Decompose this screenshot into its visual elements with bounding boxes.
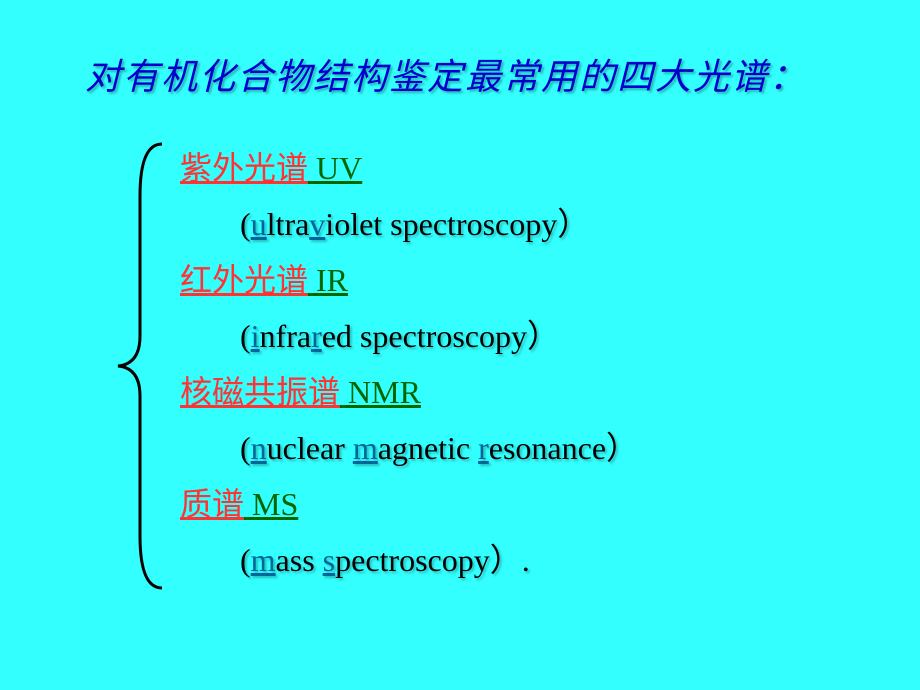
brace-icon	[110, 136, 170, 596]
paren-close: ）	[557, 206, 589, 242]
text-part: iolet spectroscopy	[325, 206, 557, 242]
slide-title: 对有机化合物结构鉴定最常用的四大光谱：	[85, 48, 807, 100]
item-uv-title[interactable]: 紫外光谱 UV	[180, 140, 638, 196]
paren-close: ）	[527, 318, 559, 354]
paren-close: ）	[606, 430, 638, 466]
paren-open: (	[240, 206, 251, 242]
ms-abbr: MS	[244, 486, 298, 522]
item-nmr-title[interactable]: 核磁共振谱 NMR	[180, 364, 638, 420]
hl-letter: u	[251, 206, 267, 242]
item-uv-full: (ultraviolet spectroscopy）	[180, 196, 638, 252]
text-part: nfra	[260, 318, 312, 354]
nmr-abbr: NMR	[340, 374, 421, 410]
text-part: agnetic	[378, 430, 478, 466]
uv-abbr: UV	[308, 150, 362, 186]
paren-close: ）.	[490, 542, 530, 578]
hl-letter: m	[251, 542, 276, 578]
ir-cn: 红外光谱	[180, 262, 308, 298]
hl-letter: r	[311, 318, 322, 354]
item-ir-full: (infrared spectroscopy）	[180, 308, 638, 364]
text-part: uclear	[267, 430, 353, 466]
spectroscopy-list: 紫外光谱 UV (ultraviolet spectroscopy） 红外光谱 …	[180, 140, 638, 588]
hl-letter: m	[353, 430, 378, 466]
nmr-cn: 核磁共振谱	[180, 374, 340, 410]
uv-cn: 紫外光谱	[180, 150, 308, 186]
text-part: ed spectroscopy	[322, 318, 527, 354]
paren-open: (	[240, 542, 251, 578]
item-ir-title[interactable]: 红外光谱 IR	[180, 252, 638, 308]
ms-cn: 质谱	[180, 486, 244, 522]
text-part: esonance	[489, 430, 606, 466]
ir-abbr: IR	[308, 262, 348, 298]
hl-letter: s	[323, 542, 335, 578]
hl-letter: r	[478, 430, 489, 466]
hl-letter: v	[309, 206, 325, 242]
text-part: ass	[276, 542, 323, 578]
item-ms-full: (mass spectroscopy）.	[180, 532, 638, 588]
item-ms-title[interactable]: 质谱 MS	[180, 476, 638, 532]
hl-letter: i	[251, 318, 260, 354]
item-nmr-full: (nuclear magnetic resonance）	[180, 420, 638, 476]
hl-letter: n	[251, 430, 267, 466]
text-part: pectroscopy	[335, 542, 490, 578]
paren-open: (	[240, 318, 251, 354]
paren-open: (	[240, 430, 251, 466]
text-part: ltra	[267, 206, 310, 242]
